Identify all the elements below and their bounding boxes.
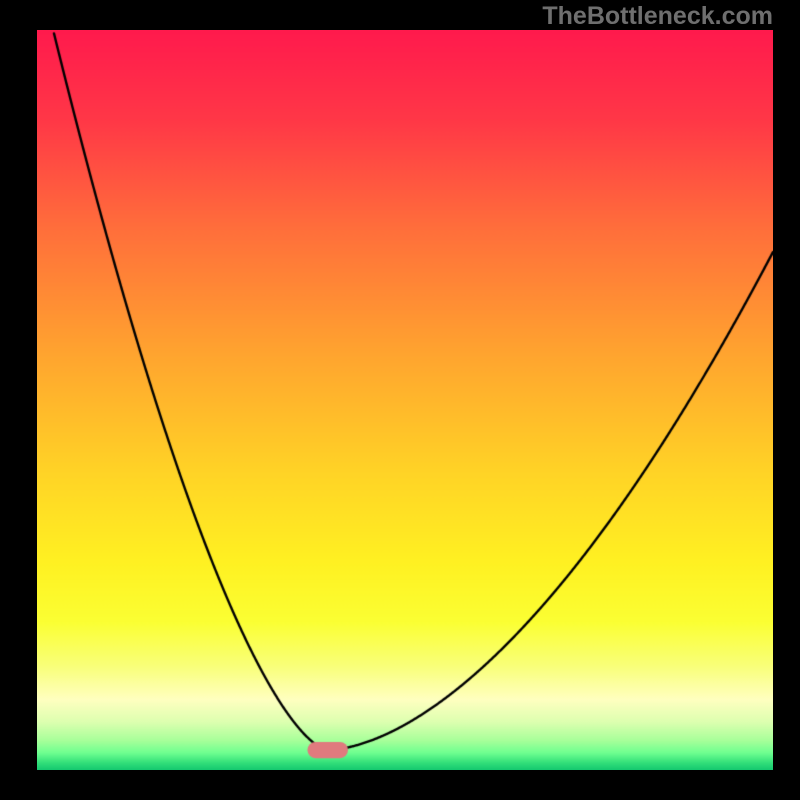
plot-area: [37, 30, 773, 770]
watermark-text: TheBottleneck.com: [542, 2, 773, 31]
chart-frame: TheBottleneck.com: [0, 0, 800, 800]
plot-canvas: [37, 30, 773, 770]
